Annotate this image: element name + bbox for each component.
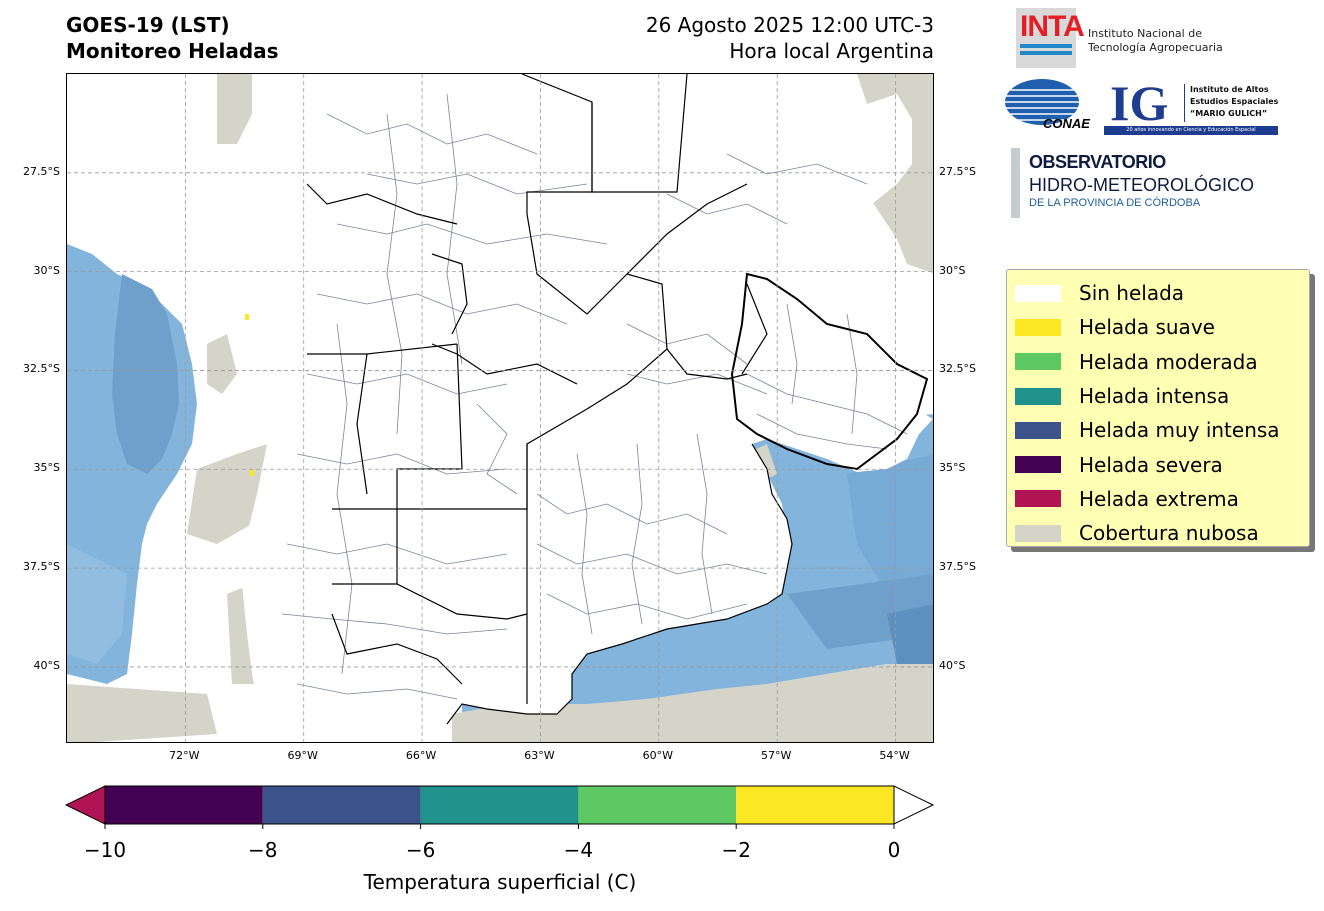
legend-label: Helada extrema [1079, 486, 1239, 511]
ig-logo-text: Instituto de Altos Estudios Espaciales “… [1190, 84, 1278, 120]
lat-tick-label: 35°S [939, 461, 966, 475]
conae-logo-mark: CONAE [1043, 116, 1090, 131]
legend-swatch [1015, 490, 1061, 508]
ig-line-2: Estudios Espaciales [1190, 97, 1279, 106]
map-datetime: 26 Agosto 2025 12:00 UTC-3 Hora local Ar… [560, 12, 934, 64]
ig-divider [1184, 84, 1185, 122]
lon-tick-label: 66°W [405, 749, 437, 762]
map-title: GOES-19 (LST) Monitoreo Heladas [66, 12, 279, 64]
lat-tick-label: 32.5°S [939, 362, 976, 376]
colorbar-label: Temperatura superficial (C) [363, 870, 637, 894]
legend-swatch [1015, 284, 1061, 302]
frost-map [67, 74, 933, 742]
legend-label: Helada muy intensa [1079, 418, 1280, 443]
title-line-2: Monitoreo Heladas [66, 39, 279, 63]
inta-line-2: Tecnología Agropecuaria [1088, 41, 1223, 54]
ig-line-3: “MARIO GULICH” [1190, 109, 1268, 118]
legend-swatch [1015, 353, 1061, 371]
legend-label: Helada intensa [1079, 384, 1230, 409]
map-gridlines [67, 74, 933, 742]
lat-tick-label: 37.5°S [23, 560, 60, 574]
observatorio-line-3: DE LA PROVINCIA DE CÓRDOBA [1029, 197, 1201, 209]
observatorio-bar [1011, 148, 1020, 218]
title-line-1: GOES-19 (LST) [66, 13, 230, 37]
inta-stripes-icon [1020, 44, 1072, 55]
lat-tick-label: 35°S [33, 461, 60, 475]
colorbar-segment [105, 786, 263, 824]
inta-logo-text: Instituto Nacional de Tecnología Agropec… [1088, 27, 1223, 55]
lat-tick-label: 32.5°S [23, 362, 60, 376]
temperature-colorbar [64, 785, 935, 829]
legend-label: Helada suave [1079, 315, 1215, 340]
atlantic-coastline [446, 443, 793, 725]
colorbar-tick-label: 0 [887, 838, 901, 862]
legend-swatch [1015, 524, 1061, 542]
colorbar-tick-label: −4 [563, 838, 594, 862]
conae-globe-icon [1004, 79, 1080, 125]
colorbar-tick-label: −2 [721, 838, 751, 862]
legend-swatch [1015, 387, 1061, 405]
legend-item: Helada intensa [1007, 379, 1309, 413]
colorbar-over-arrow [893, 785, 935, 825]
ig-line-1: Instituto de Altos [1190, 85, 1269, 94]
legend-item: Helada moderada [1007, 345, 1309, 379]
lat-tick-label: 40°S [33, 658, 60, 672]
legend-label: Cobertura nubosa [1079, 521, 1259, 546]
colorbar-segment [736, 786, 894, 824]
legend-label: Helada severa [1079, 452, 1223, 477]
legend-item: Helada muy intensa [1007, 413, 1309, 447]
inta-line-1: Instituto Nacional de [1088, 27, 1202, 40]
map-frame [66, 73, 934, 743]
legend-item: Cobertura nubosa [1007, 516, 1309, 550]
lon-tick-label: 72°W [169, 749, 200, 762]
lat-tick-label: 30°S [33, 263, 60, 277]
date-line-2: Hora local Argentina [729, 39, 934, 63]
legend-item: Helada suave [1007, 310, 1309, 344]
pacific-lst-field [67, 244, 197, 684]
legend-swatch [1015, 456, 1061, 474]
observatorio-line-2: HIDRO-METEOROLÓGICO [1029, 175, 1255, 195]
province-boundaries [306, 74, 768, 704]
legend-swatch [1015, 318, 1061, 336]
legend-swatch [1015, 421, 1061, 439]
lat-tick-label: 37.5°S [939, 560, 976, 574]
lon-tick-label: 54°W [879, 749, 910, 762]
legend-item: Sin helada [1007, 276, 1309, 310]
inta-logo-mark: INTA [1020, 10, 1085, 43]
colorbar-segment [578, 786, 737, 824]
lat-tick-label: 27.5°S [23, 164, 60, 178]
colorbar-frame [104, 785, 895, 825]
ig-logo-bar: 20 años innovando en Ciencia y Educación… [1104, 126, 1278, 135]
colorbar-tick-label: −8 [248, 838, 278, 862]
observatorio-line-1: OBSERVATORIO [1029, 152, 1166, 172]
colorbar-tick-label: −6 [405, 838, 436, 862]
lat-tick-label: 27.5°S [939, 164, 976, 178]
legend-label: Sin helada [1079, 281, 1185, 306]
frost-legend: Sin helada Helada suave Helada moderada Hel… [1006, 269, 1310, 547]
ig-logo-mark: IG [1110, 75, 1169, 131]
department-boundaries [281, 93, 908, 700]
legend-item: Helada severa [1007, 447, 1309, 481]
atlantic-lst-field [462, 414, 933, 724]
frost-spot [250, 470, 254, 476]
lon-tick-label: 60°W [642, 749, 673, 762]
colorbar-tick-label: −10 [83, 838, 127, 862]
colorbar-segment [262, 786, 421, 824]
colorbar-segment [420, 786, 579, 824]
legend-label: Helada moderada [1079, 349, 1258, 374]
inta-logo-box [1016, 8, 1076, 68]
lon-tick-label: 63°W [524, 749, 555, 762]
uruguay-border [730, 272, 929, 471]
date-line-1: 26 Agosto 2025 12:00 UTC-3 [645, 13, 934, 37]
lat-tick-label: 40°S [939, 658, 966, 672]
lon-tick-label: 57°W [760, 749, 792, 762]
colorbar-under-arrow [64, 785, 106, 825]
lat-tick-label: 30°S [939, 263, 966, 277]
lon-tick-label: 69°W [287, 749, 318, 762]
legend-item: Helada extrema [1007, 482, 1309, 516]
frost-spot [245, 314, 249, 320]
